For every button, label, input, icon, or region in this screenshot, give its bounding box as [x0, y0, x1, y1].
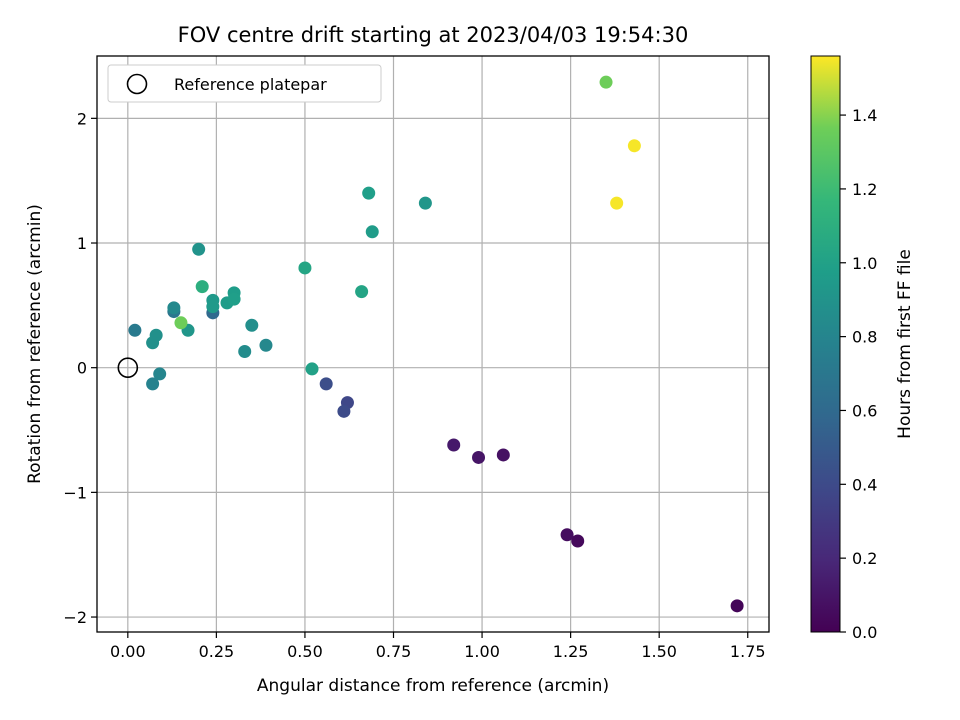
y-axis-label: Rotation from reference (arcmin) — [25, 204, 45, 484]
x-tick-label: 0.00 — [110, 642, 146, 661]
y-axis-ticks: −2 −1 0 1 2 — [63, 109, 97, 627]
data-point — [319, 377, 333, 391]
data-point — [365, 225, 379, 239]
x-tick-label: 1.00 — [464, 642, 500, 661]
colorbar-tick-label: 0.8 — [852, 328, 877, 347]
data-point — [238, 344, 252, 358]
legend-marker — [126, 73, 148, 95]
colorbar-ticks: 0.0 0.2 0.4 0.6 0.8 1.0 1.2 1.4 — [840, 106, 877, 642]
data-point — [195, 280, 209, 294]
data-point — [206, 300, 220, 314]
data-point — [259, 338, 273, 352]
x-tick-label: 1.25 — [553, 642, 589, 661]
points-layer — [117, 75, 744, 613]
data-point — [245, 318, 259, 332]
data-point — [362, 186, 376, 200]
y-tick-label: 1 — [77, 234, 87, 253]
colorbar-tick-label: 0.0 — [852, 623, 877, 642]
y-tick-label: 2 — [77, 109, 87, 128]
x-axis-label: Angular distance from reference (arcmin) — [257, 676, 609, 696]
y-tick-label: −2 — [63, 608, 87, 627]
legend: Reference platepar — [107, 64, 382, 103]
colorbar-gradient — [810, 55, 841, 633]
data-point — [599, 75, 613, 89]
x-tick-label: 0.75 — [376, 642, 412, 661]
data-point — [496, 448, 510, 462]
reference-point — [117, 357, 139, 378]
data-point — [128, 323, 142, 337]
x-tick-label: 1.75 — [730, 642, 766, 661]
data-point — [146, 336, 160, 350]
data-point — [153, 367, 167, 381]
grid-lines — [97, 56, 769, 632]
data-point — [337, 404, 351, 418]
legend-box — [107, 64, 382, 103]
legend-label: Reference platepar — [174, 75, 327, 94]
chart-title: FOV centre drift starting at 2023/04/03 … — [178, 23, 689, 47]
y-tick-label: −1 — [63, 483, 87, 502]
data-point — [305, 362, 319, 376]
colorbar-label: Hours from first FF file — [895, 249, 915, 439]
colorbar-tick-label: 1.2 — [852, 180, 877, 199]
data-point — [146, 377, 160, 391]
x-tick-label: 1.50 — [641, 642, 677, 661]
data-point — [447, 438, 461, 452]
x-tick-label: 0.50 — [287, 642, 323, 661]
y-tick-label: 0 — [77, 359, 87, 378]
data-point — [560, 528, 574, 542]
colorbar-tick-label: 0.2 — [852, 549, 877, 568]
data-point — [192, 242, 206, 256]
colorbar-tick-label: 1.0 — [852, 254, 877, 273]
data-point — [174, 316, 188, 330]
colorbar-tick-label: 0.4 — [852, 475, 877, 494]
colorbar-tick-label: 1.4 — [852, 106, 877, 125]
colorbar-tick-label: 0.6 — [852, 401, 877, 420]
data-point — [730, 599, 744, 613]
colorbar: 0.0 0.2 0.4 0.6 0.8 1.0 1.2 1.4 Hours from firs… — [810, 55, 915, 642]
data-point — [418, 196, 432, 210]
data-point — [627, 139, 641, 153]
plot-frame — [96, 55, 770, 633]
data-point — [227, 292, 241, 306]
x-tick-label: 0.25 — [199, 642, 235, 661]
data-point — [571, 534, 585, 548]
data-point — [298, 261, 312, 275]
data-point — [472, 450, 486, 464]
x-axis-ticks: 0.00 0.25 0.50 0.75 1.00 1.25 1.50 1.75 — [110, 632, 766, 661]
data-point — [167, 301, 181, 315]
data-point — [355, 285, 369, 299]
data-point — [610, 196, 624, 210]
